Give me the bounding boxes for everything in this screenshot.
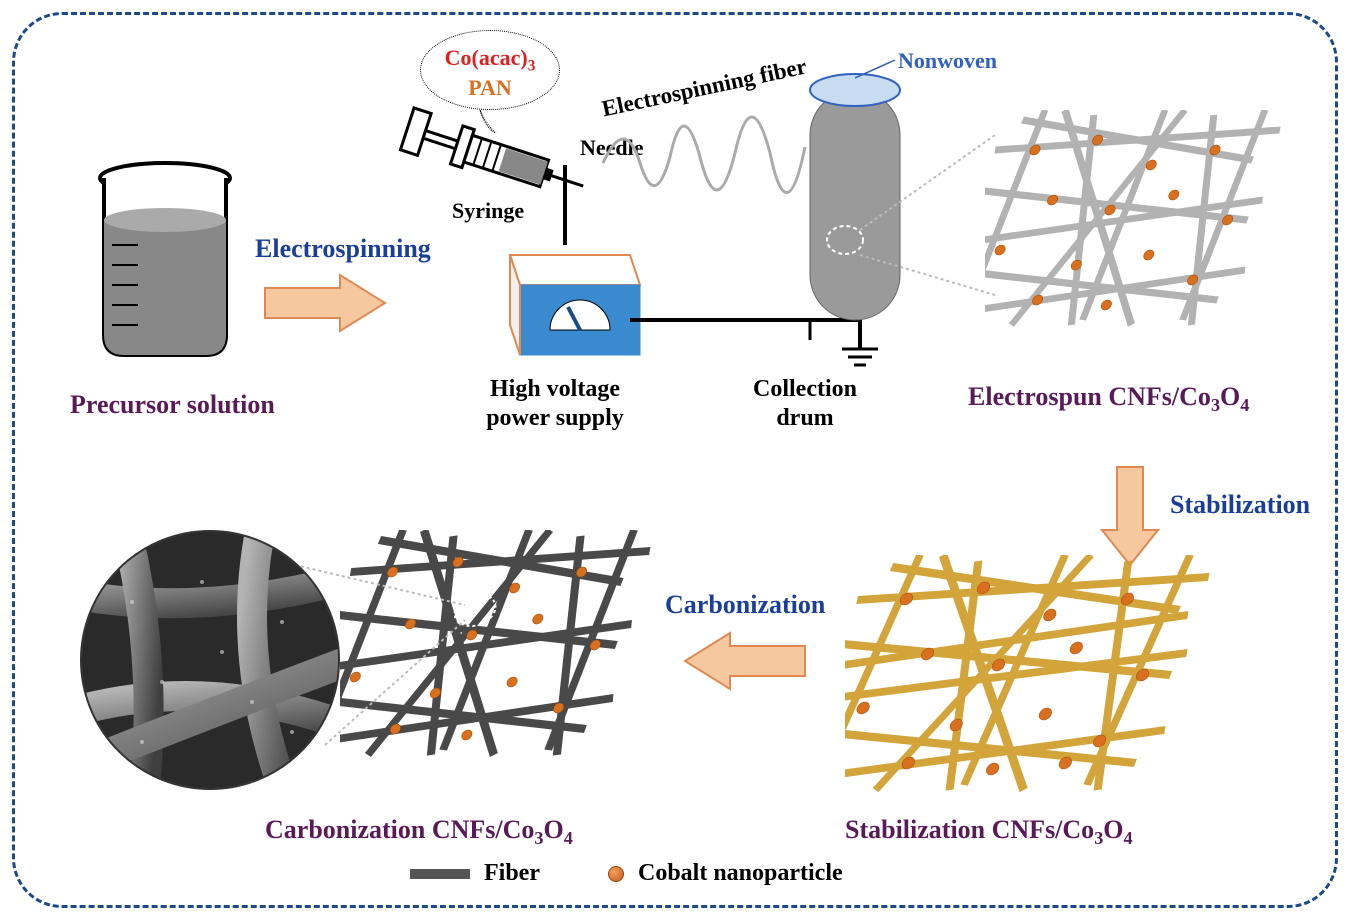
precursor-label: Precursor solution (70, 390, 275, 420)
arrow-carbonization (680, 628, 810, 694)
o-3: O (544, 815, 564, 844)
power-supply-label: High voltage power supply (455, 375, 655, 433)
cd-line1: Collection (753, 376, 857, 402)
carbonization-step-label: Carbonization (665, 590, 825, 620)
hv-line1: High voltage (490, 376, 620, 402)
wire-needle (560, 165, 570, 245)
co-acac-label: Co(acac) (445, 45, 528, 70)
scnf-text: Stabilization CNFs/Co (845, 815, 1094, 844)
legend-dot-swatch (608, 866, 624, 882)
electrospun-mesh (985, 110, 1295, 330)
electrospun-cnf-label: Electrospun CNFs/Co3O4 (968, 382, 1249, 416)
legend-nanoparticle-label: Cobalt nanoparticle (638, 860, 843, 887)
sub3-3: 3 (534, 828, 543, 848)
stabilization-cnf-label: Stabilization CNFs/Co3O4 (845, 815, 1133, 849)
syringe-label: Syringe (452, 198, 524, 224)
carbonization-cnf-label: Carbonization CNFs/Co3O4 (265, 815, 573, 849)
arrow-electrospinning (260, 270, 390, 336)
o-1: O (1220, 382, 1240, 411)
ecnf-text: Electrospun CNFs/Co (968, 382, 1211, 411)
legend-fiber-label: Fiber (484, 860, 540, 887)
ccnf-text: Carbonization CNFs/Co (265, 815, 534, 844)
sub4-2: 4 (1124, 828, 1133, 848)
sub3-1: 3 (1211, 395, 1220, 415)
sub4-3: 4 (564, 828, 573, 848)
collection-drum-label: Collection drum (720, 375, 890, 433)
o-2: O (1103, 815, 1123, 844)
hv-line2: power supply (486, 405, 624, 431)
sub3-2: 3 (1094, 828, 1103, 848)
nonwoven-pointer (855, 58, 900, 83)
subscript-3a: 3 (528, 57, 536, 74)
nonwoven-label: Nonwoven (898, 48, 997, 74)
sem-image (80, 530, 340, 790)
speech-bubble: Co(acac)3 PAN (420, 30, 560, 110)
legend: Fiber Cobalt nanoparticle (410, 860, 843, 887)
stabilization-mesh (845, 555, 1225, 795)
beaker-graphic (90, 160, 240, 375)
cd-line2: drum (776, 405, 833, 431)
legend-fiber-swatch (410, 869, 470, 879)
power-supply-graphic (480, 235, 650, 365)
electrospinning-step-label: Electrospinning (255, 234, 431, 264)
pan-label: PAN (421, 75, 559, 101)
sub4-1: 4 (1240, 395, 1249, 415)
stabilization-step-label: Stabilization (1170, 490, 1310, 520)
